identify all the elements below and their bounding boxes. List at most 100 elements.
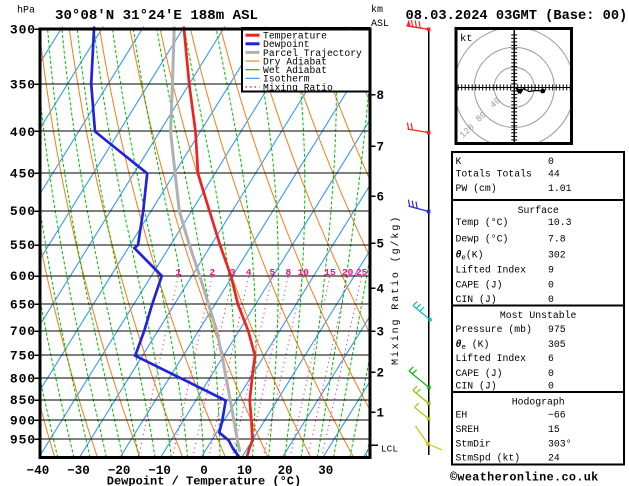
svg-text:Dewp (°C): Dewp (°C) — [456, 233, 509, 244]
svg-text:4: 4 — [246, 267, 252, 278]
svg-text:Mixing Ratio: Mixing Ratio — [263, 82, 333, 93]
svg-text:0: 0 — [548, 280, 554, 291]
svg-text:Hodograph: Hodograph — [512, 397, 565, 408]
svg-text:40: 40 — [34, 464, 49, 478]
svg-text:8: 8 — [285, 267, 291, 278]
svg-text:6: 6 — [377, 190, 385, 204]
svg-text:EH: EH — [456, 410, 468, 421]
svg-text:08.03.2024 03GMT (Base: 00): 08.03.2024 03GMT (Base: 00) — [406, 9, 628, 24]
svg-text:Lifted Index: Lifted Index — [456, 265, 527, 276]
svg-text:8: 8 — [377, 89, 385, 103]
svg-text:0: 0 — [548, 156, 554, 167]
svg-text:3: 3 — [230, 267, 236, 278]
svg-text:700: 700 — [10, 324, 36, 339]
svg-text:15: 15 — [548, 424, 560, 435]
svg-text:1: 1 — [175, 267, 181, 278]
svg-text:10: 10 — [237, 464, 252, 478]
svg-text:Dry Adiabat: Dry Adiabat — [263, 57, 327, 68]
svg-text:Parcel Trajectory: Parcel Trajectory — [263, 48, 362, 59]
svg-text:θe (K): θe (K) — [456, 339, 490, 352]
svg-text:650: 650 — [10, 298, 36, 313]
svg-text:4: 4 — [377, 282, 385, 296]
svg-text:kt: kt — [460, 33, 473, 45]
svg-text:0: 0 — [548, 381, 554, 392]
svg-text:Wet Adiabat: Wet Adiabat — [263, 65, 327, 76]
svg-text:2: 2 — [377, 366, 385, 380]
svg-text:900: 900 — [10, 413, 36, 428]
svg-text:StmSpd (kt): StmSpd (kt) — [456, 452, 521, 463]
svg-text:800: 800 — [10, 372, 36, 387]
svg-text:30°08'N 31°24'E 188m ASL: 30°08'N 31°24'E 188m ASL — [55, 8, 258, 24]
svg-text:K: K — [456, 156, 462, 167]
svg-text:10.3: 10.3 — [548, 217, 572, 228]
svg-text:5: 5 — [269, 267, 275, 278]
svg-text:CIN (J): CIN (J) — [456, 381, 497, 392]
svg-text:−: − — [148, 464, 156, 478]
svg-text:CAPE (J): CAPE (J) — [456, 280, 503, 291]
svg-text:500: 500 — [10, 204, 36, 219]
svg-text:−66: −66 — [548, 410, 566, 421]
svg-text:−: − — [27, 464, 35, 478]
svg-text:Mixing Ratio (g/kg): Mixing Ratio (g/kg) — [390, 215, 402, 365]
svg-text:850: 850 — [10, 393, 36, 408]
svg-text:20: 20 — [278, 464, 293, 478]
svg-text:600: 600 — [10, 269, 36, 284]
svg-text:Lifted Index: Lifted Index — [456, 353, 527, 364]
svg-text:Most Unstable: Most Unstable — [500, 310, 577, 321]
svg-text:7.8: 7.8 — [548, 233, 566, 244]
svg-text:975: 975 — [548, 324, 566, 335]
svg-text:24: 24 — [548, 452, 560, 463]
svg-text:305: 305 — [548, 339, 566, 350]
svg-text:30: 30 — [75, 464, 90, 478]
svg-text:7: 7 — [377, 140, 385, 154]
svg-text:300: 300 — [10, 22, 36, 37]
svg-text:950: 950 — [10, 433, 36, 448]
svg-text:2: 2 — [209, 267, 215, 278]
svg-text:CIN (J): CIN (J) — [456, 294, 497, 305]
svg-text:20: 20 — [115, 464, 130, 478]
svg-text:1: 1 — [377, 406, 385, 420]
svg-text:hPa: hPa — [17, 5, 35, 17]
svg-text:km: km — [371, 4, 383, 16]
svg-text:303°: 303° — [548, 439, 572, 450]
svg-text:StmDir: StmDir — [456, 439, 491, 450]
svg-text:LCL: LCL — [381, 443, 398, 454]
svg-text:Surface: Surface — [518, 205, 559, 216]
svg-text:PW (cm): PW (cm) — [456, 183, 497, 194]
svg-text:©weatheronline.co.uk: ©weatheronline.co.uk — [450, 471, 599, 485]
svg-text:550: 550 — [10, 238, 36, 253]
svg-text:Totals Totals: Totals Totals — [456, 168, 533, 179]
svg-text:20: 20 — [342, 267, 354, 278]
svg-text:Dewpoint: Dewpoint — [263, 39, 310, 50]
svg-text:25: 25 — [356, 267, 368, 278]
svg-text:Temperature: Temperature — [263, 31, 327, 42]
svg-text:10: 10 — [156, 464, 171, 478]
svg-text:0: 0 — [200, 464, 208, 478]
svg-text:−: − — [67, 464, 75, 478]
svg-text:ASL: ASL — [371, 19, 389, 30]
svg-text:30: 30 — [318, 464, 333, 478]
svg-text:Isotherm: Isotherm — [263, 74, 310, 85]
svg-text:1.01: 1.01 — [548, 183, 572, 194]
svg-text:15: 15 — [324, 267, 336, 278]
svg-text:0: 0 — [548, 368, 554, 379]
svg-text:3: 3 — [377, 325, 385, 339]
svg-text:750: 750 — [10, 349, 36, 364]
svg-text:302: 302 — [548, 249, 566, 260]
svg-text:350: 350 — [10, 77, 36, 92]
svg-text:Pressure (mb): Pressure (mb) — [456, 324, 532, 335]
svg-text:6: 6 — [548, 353, 554, 364]
svg-text:10: 10 — [298, 267, 310, 278]
svg-text:450: 450 — [10, 167, 36, 182]
svg-text:9: 9 — [548, 265, 554, 276]
svg-text:5: 5 — [377, 237, 385, 251]
svg-text:Dewpoint / Temperature (°C): Dewpoint / Temperature (°C) — [107, 475, 301, 486]
svg-text:θe(K): θe(K) — [456, 249, 484, 262]
svg-text:SREH: SREH — [456, 424, 480, 435]
svg-text:Temp (°C): Temp (°C) — [456, 217, 509, 228]
svg-text:0: 0 — [548, 294, 554, 305]
svg-text:CAPE (J): CAPE (J) — [456, 368, 503, 379]
svg-text:400: 400 — [10, 125, 36, 140]
svg-text:−: − — [108, 464, 116, 478]
svg-text:44: 44 — [548, 168, 560, 179]
